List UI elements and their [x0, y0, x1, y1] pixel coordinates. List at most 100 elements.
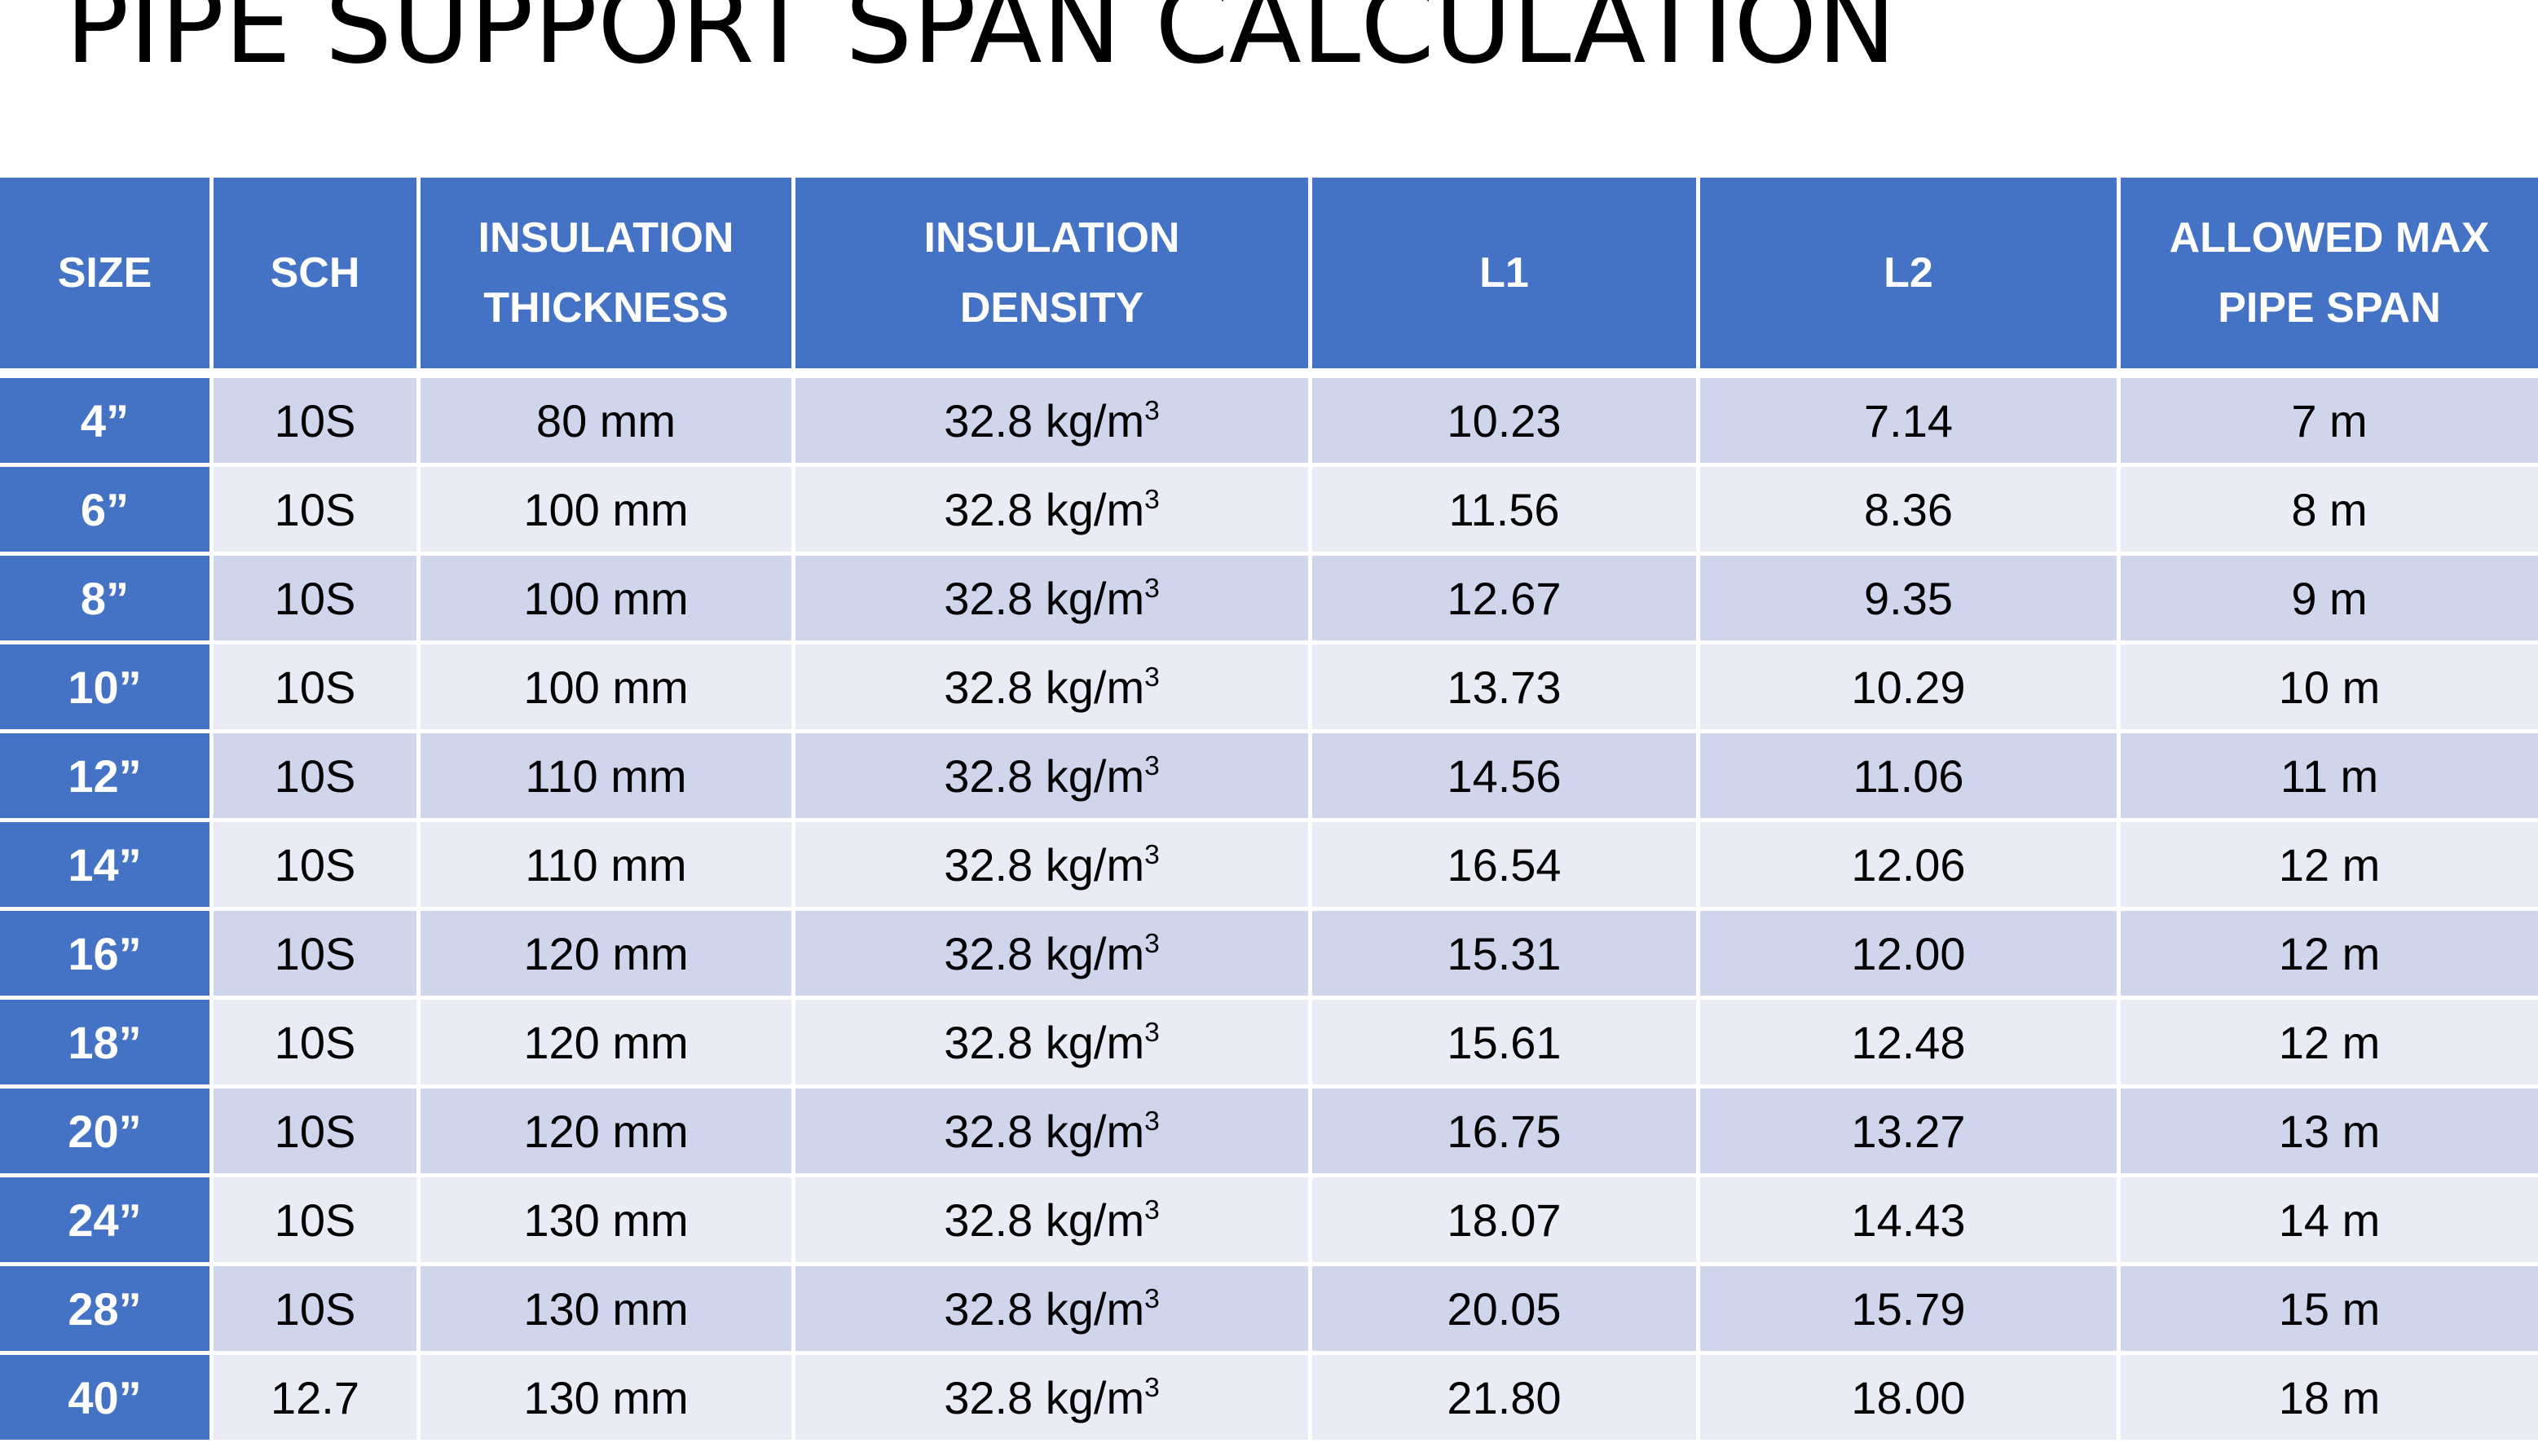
sch-cell: 10S [214, 822, 421, 911]
table-row: 28” 10S 130 mm 32.8 kg/m3 20.05 15.79 15 m [0, 1266, 2538, 1355]
table-row: 6” 10S 100 mm 32.8 kg/m3 11.56 8.36 8 m [0, 467, 2538, 556]
column-header-label: THICKNESS [483, 284, 729, 332]
sch-cell: 10S [214, 378, 421, 467]
span-cell: 14 m [2121, 1177, 2538, 1266]
l2-cell: 10.29 [1700, 644, 2121, 733]
table-row: 12” 10S 110 mm 32.8 kg/m3 14.56 11.06 11 m [0, 733, 2538, 822]
l1-cell: 11.56 [1312, 467, 1700, 556]
thickness-cell: 130 mm [421, 1355, 795, 1444]
span-cell: 9 m [2121, 556, 2538, 644]
size-cell: 40” [0, 1355, 214, 1444]
density-value: 32.8 [944, 1371, 1033, 1423]
density-cell: 32.8 kg/m3 [795, 1089, 1312, 1177]
density-value: 32.8 [944, 1016, 1033, 1068]
l2-cell: 11.06 [1700, 733, 2121, 822]
density-unit: kg/m [1045, 1016, 1145, 1068]
size-cell: 18” [0, 1000, 214, 1089]
column-header-label: L1 [1479, 249, 1529, 297]
table-row: 14” 10S 110 mm 32.8 kg/m3 16.54 12.06 12 m [0, 822, 2538, 911]
density-cell: 32.8 kg/m3 [795, 733, 1312, 822]
span-cell: 12 m [2121, 911, 2538, 1000]
l1-cell: 14.56 [1312, 733, 1700, 822]
page-title: PIPE SUPPORT SPAN CALCULATION [65, 0, 1897, 87]
density-exponent: 3 [1144, 662, 1160, 693]
thickness-cell: 120 mm [421, 1089, 795, 1177]
density-cell: 32.8 kg/m3 [795, 378, 1312, 467]
density-cell: 32.8 kg/m3 [795, 644, 1312, 733]
density-exponent: 3 [1144, 1106, 1160, 1137]
column-header-label: L2 [1884, 249, 1933, 297]
density-cell: 32.8 kg/m3 [795, 556, 1312, 644]
sch-cell: 10S [214, 1266, 421, 1355]
span-cell: 12 m [2121, 1000, 2538, 1089]
density-exponent: 3 [1144, 928, 1160, 959]
thickness-cell: 130 mm [421, 1177, 795, 1266]
l1-cell: 21.80 [1312, 1355, 1700, 1444]
l2-cell: 7.14 [1700, 378, 2121, 467]
thickness-cell: 110 mm [421, 733, 795, 822]
density-exponent: 3 [1144, 484, 1160, 515]
density-exponent: 3 [1144, 839, 1160, 870]
table-body: 4” 10S 80 mm 32.8 kg/m3 10.23 7.14 7 m 6” 10S 100… [0, 378, 2538, 1444]
span-cell: 15 m [2121, 1266, 2538, 1355]
density-exponent: 3 [1144, 1283, 1160, 1314]
column-header-label: PIPE SPAN [2218, 284, 2441, 332]
sch-cell: 10S [214, 556, 421, 644]
column-header-label: DENSITY [959, 284, 1144, 332]
table-row: 20” 10S 120 mm 32.8 kg/m3 16.75 13.27 13 m [0, 1089, 2538, 1177]
sch-cell: 10S [214, 911, 421, 1000]
density-value: 32.8 [944, 750, 1033, 802]
density-cell: 32.8 kg/m3 [795, 822, 1312, 911]
span-cell: 12 m [2121, 822, 2538, 911]
span-cell: 7 m [2121, 378, 2538, 467]
l1-cell: 16.75 [1312, 1089, 1700, 1177]
sch-cell: 10S [214, 467, 421, 556]
density-unit: kg/m [1045, 394, 1145, 446]
density-exponent: 3 [1144, 750, 1160, 781]
size-cell: 14” [0, 822, 214, 911]
l1-cell: 15.61 [1312, 1000, 1700, 1089]
column-header-label: SCH [270, 249, 360, 297]
size-cell: 12” [0, 733, 214, 822]
thickness-cell: 80 mm [421, 378, 795, 467]
span-cell: 18 m [2121, 1355, 2538, 1444]
thickness-cell: 100 mm [421, 467, 795, 556]
density-unit: kg/m [1045, 483, 1145, 535]
l2-cell: 12.00 [1700, 911, 2121, 1000]
sch-cell: 10S [214, 733, 421, 822]
thickness-cell: 100 mm [421, 556, 795, 644]
density-unit: kg/m [1045, 927, 1145, 979]
density-unit: kg/m [1045, 750, 1145, 802]
size-cell: 10” [0, 644, 214, 733]
density-cell: 32.8 kg/m3 [795, 1266, 1312, 1355]
density-value: 32.8 [944, 483, 1033, 535]
table-row: 40” 12.7 130 mm 32.8 kg/m3 21.80 18.00 18 m [0, 1355, 2538, 1444]
table-row: 18” 10S 120 mm 32.8 kg/m3 15.61 12.48 12 m [0, 1000, 2538, 1089]
l1-cell: 12.67 [1312, 556, 1700, 644]
density-value: 32.8 [944, 1194, 1033, 1246]
density-unit: kg/m [1045, 1105, 1145, 1157]
l2-cell: 18.00 [1700, 1355, 2121, 1444]
table-row: 4” 10S 80 mm 32.8 kg/m3 10.23 7.14 7 m [0, 378, 2538, 467]
column-header-allowed-max-pipe-span: ALLOWED MAX PIPE SPAN [2121, 178, 2538, 378]
sch-cell: 10S [214, 644, 421, 733]
size-cell: 6” [0, 467, 214, 556]
density-unit: kg/m [1045, 1194, 1145, 1246]
size-cell: 20” [0, 1089, 214, 1177]
column-header-insulation-thickness: INSULATION THICKNESS [421, 178, 795, 378]
size-cell: 16” [0, 911, 214, 1000]
density-value: 32.8 [944, 572, 1033, 624]
l2-cell: 15.79 [1700, 1266, 2121, 1355]
thickness-cell: 110 mm [421, 822, 795, 911]
size-cell: 8” [0, 556, 214, 644]
pipe-span-table: SIZE SCH INSULATION THICKNESS INSULATION DENS… [0, 178, 2538, 1444]
l1-cell: 20.05 [1312, 1266, 1700, 1355]
sch-cell: 12.7 [214, 1355, 421, 1444]
density-unit: kg/m [1045, 572, 1145, 624]
density-cell: 32.8 kg/m3 [795, 911, 1312, 1000]
density-cell: 32.8 kg/m3 [795, 1000, 1312, 1089]
density-value: 32.8 [944, 1105, 1033, 1157]
density-exponent: 3 [1144, 1194, 1160, 1225]
density-value: 32.8 [944, 394, 1033, 446]
table-row: 24” 10S 130 mm 32.8 kg/m3 18.07 14.43 14 m [0, 1177, 2538, 1266]
